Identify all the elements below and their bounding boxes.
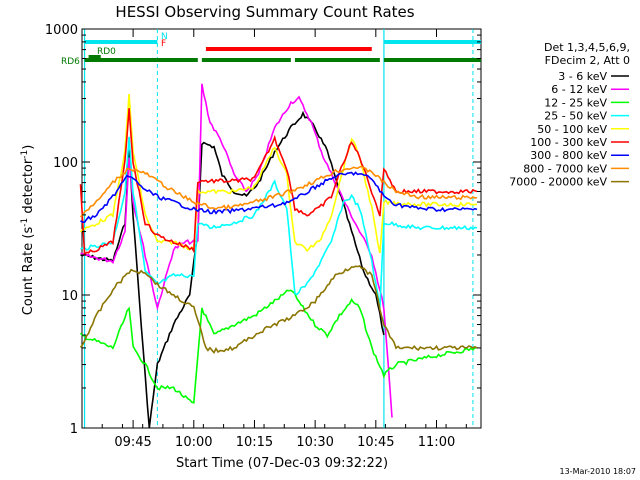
x-tick-label: 11:00: [418, 435, 455, 450]
y-axis-label: Count Rate (s-1 detector-1): [20, 145, 36, 316]
series-line-12-25-keV: [79, 289, 478, 404]
flag-label-n: N: [161, 32, 168, 42]
legend-entry-label: 25 - 50 keV: [544, 110, 607, 123]
series-line-25-50-keV: [80, 136, 478, 309]
y-axis-label-sup: -1: [20, 218, 30, 227]
y-tick-label: 10: [61, 289, 78, 304]
vertical-markers: [83, 29, 474, 428]
legend-header: Det 1,3,4,5,6,9,: [544, 41, 630, 54]
legend-entry-label: 800 - 7000 keV: [523, 162, 607, 175]
y-tick-label: 100: [53, 156, 78, 171]
y-axis-label-part: ): [21, 145, 36, 150]
x-tick-label: 10:15: [236, 435, 273, 450]
chart-title: HESSI Observing Summary Count Rates: [115, 3, 414, 21]
x-axis-label: Start Time (07-Dec-03 09:32:22): [176, 456, 388, 471]
legend-entry-label: 3 - 6 keV: [558, 70, 607, 83]
flag-label-f: F: [161, 39, 166, 49]
legend: Det 1,3,4,5,6,9,FDecim 2, Att 0 3 - 6 keV…: [509, 41, 630, 189]
x-tick-label: 10:45: [357, 435, 394, 450]
legend-entry-label: 7000 - 20000 keV: [509, 176, 607, 189]
y-axis-label-part: detector: [21, 158, 36, 218]
y-axis-label-part: Count Rate (s: [21, 227, 36, 316]
axes: 09:45 10:00 10:15 10:30 10:45 11:00 1 10 100 1000: [45, 23, 481, 450]
legend-entry-label: 100 - 300 keV: [530, 136, 607, 149]
series-line-100-300-keV: [79, 108, 478, 257]
plot-frame: [81, 28, 482, 429]
series-line-3-6-keV: [80, 110, 385, 428]
flag-bars: NF RD0 RD6: [61, 32, 481, 67]
series-line-6-12-keV: [80, 83, 393, 418]
series-lines: [79, 83, 478, 428]
series-line-7000-20000-keV: [79, 264, 478, 355]
y-axis-label-sup: -1: [20, 150, 30, 159]
series-line-50-100-keV: [79, 93, 478, 254]
legend-entry-label: 300 - 800 keV: [530, 149, 607, 162]
series-line-800-7000-keV: [79, 165, 478, 218]
legend-entry-label: 50 - 100 keV: [537, 123, 607, 136]
timestamp: 13-Mar-2010 18:07: [560, 467, 637, 476]
flag-label-rd6: RD6: [61, 57, 80, 67]
legend-entry-label: 12 - 25 keV: [544, 96, 607, 109]
legend-entry-label: 6 - 12 keV: [551, 83, 607, 96]
x-tick-label: 10:00: [175, 435, 212, 450]
y-tick-label: 1: [70, 422, 78, 437]
flag-label-rd0: RD0: [97, 47, 116, 57]
x-tick-label: 10:30: [296, 435, 333, 450]
legend-header: FDecim 2, Att 0: [545, 54, 630, 67]
x-tick-label: 09:45: [114, 435, 151, 450]
series-line-300-800-keV: [80, 171, 478, 224]
y-tick-label: 1000: [45, 23, 78, 38]
